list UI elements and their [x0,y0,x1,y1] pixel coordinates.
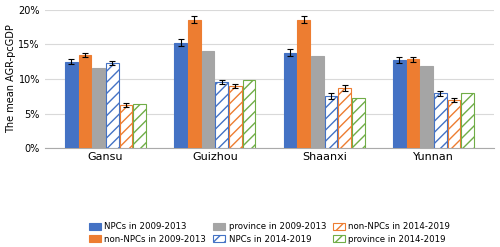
Bar [216,82,228,148]
Bar [352,98,364,148]
Bar [134,104,146,148]
Bar [325,96,338,148]
Bar [65,62,78,148]
Bar [229,86,241,148]
Bar [174,43,187,148]
Bar [243,80,256,148]
Bar [284,53,296,148]
Bar [407,60,420,148]
Bar [311,56,324,148]
Y-axis label: The mean AGR-pcGDP: The mean AGR-pcGDP [6,24,16,133]
Bar [202,51,214,148]
Legend: NPCs in 2009-2013, non-NPCs in 2009-2013, province in 2009-2013, NPCs in 2014-20: NPCs in 2009-2013, non-NPCs in 2009-2013… [89,222,451,244]
Bar [92,68,105,148]
Bar [79,55,92,148]
Bar [393,60,406,148]
Bar [188,20,200,148]
Bar [106,63,118,148]
Bar [448,100,460,148]
Bar [298,20,310,148]
Bar [434,93,446,148]
Bar [338,88,351,148]
Bar [462,93,474,148]
Bar [120,105,132,148]
Bar [420,66,433,148]
